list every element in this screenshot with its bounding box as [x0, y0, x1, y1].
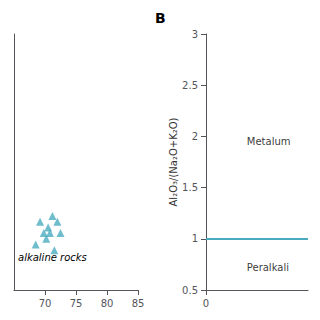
svg-text:B: B — [155, 10, 166, 26]
svg-text:75: 75 — [70, 298, 83, 309]
svg-text:Peralkali: Peralkali — [247, 262, 289, 273]
svg-text:70: 70 — [39, 298, 52, 309]
svg-text:3: 3 — [192, 29, 198, 40]
svg-text:alkaline rocks: alkaline rocks — [18, 251, 87, 263]
svg-text:85: 85 — [132, 298, 145, 309]
svg-text:0.5: 0.5 — [182, 285, 198, 296]
svg-text:80: 80 — [101, 298, 114, 309]
svg-text:0: 0 — [203, 298, 209, 309]
svg-text:Metalum: Metalum — [247, 136, 291, 147]
svg-text:2: 2 — [192, 131, 198, 142]
svg-text:1.5: 1.5 — [182, 182, 198, 193]
svg-text:1: 1 — [192, 233, 198, 244]
svg-text:Al₂O₃/(Na₂O+K₂O): Al₂O₃/(Na₂O+K₂O) — [168, 117, 179, 206]
svg-text:2.5: 2.5 — [182, 80, 198, 91]
